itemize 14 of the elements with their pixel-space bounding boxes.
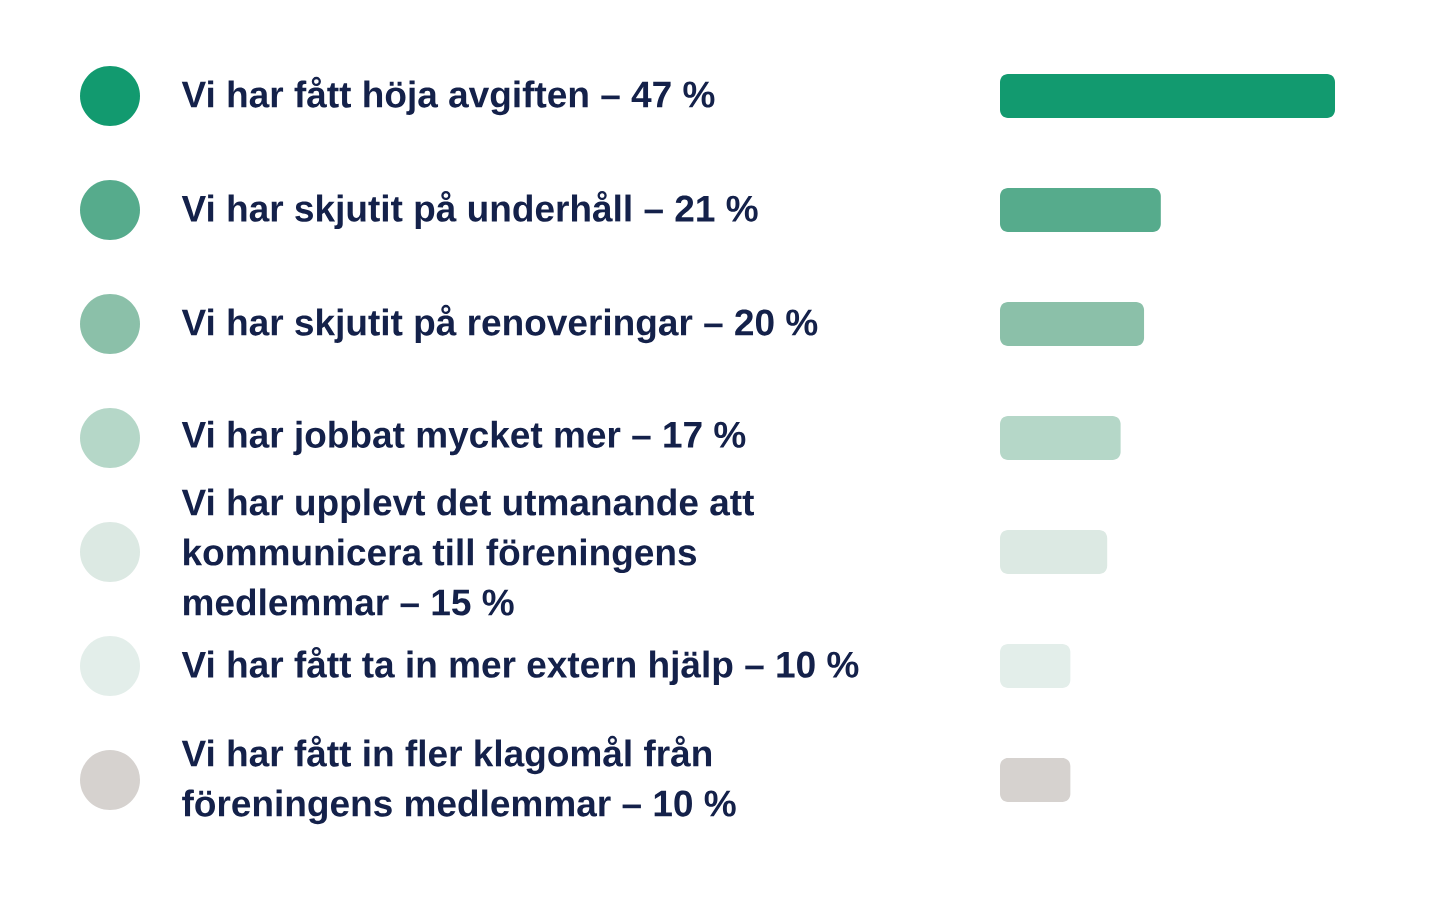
bar [1000,188,1161,232]
y-tick-label: Vi har upplevt det utmanande att kommunicera till föreningens medlemmar – 15 % [181,488,754,616]
y-tick-label: Vi har fått höja avgiften – 47 % [181,76,715,116]
y-tick-label: Vi har skjutit på underhåll – 21 % [181,190,758,230]
y-tick-label: Vi har jobbat mycket mer – 17 % [181,420,746,456]
bar [1000,74,1336,118]
bar [1000,644,1071,688]
y-tick-label: Vi har skjutit på renoveringar – 20 % [181,304,818,344]
y-tick-label: Vi har fått in fler klagomål från föreningens medlemmar – 10 % [181,735,736,825]
y-tick-label: Vi har fått ta in mer extern hjälp – 10 % [181,646,859,686]
bar [1000,302,1145,346]
bar [1000,416,1121,460]
bar [1000,758,1071,803]
bar [1000,530,1108,574]
